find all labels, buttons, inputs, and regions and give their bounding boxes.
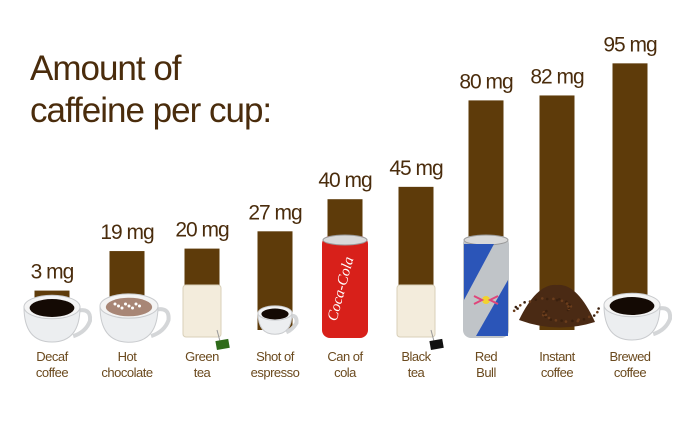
chart-title-line-1: Amount of	[30, 49, 182, 88]
category-label: coffee	[36, 365, 68, 380]
espresso-cup-icon	[257, 305, 299, 335]
bar	[612, 63, 648, 330]
black-tea-bag-icon	[396, 284, 444, 350]
category-label: chocolate	[101, 365, 152, 380]
value-label: 3 mg	[31, 261, 74, 284]
category-label: Hot	[118, 349, 138, 364]
value-label: 95 mg	[603, 33, 657, 56]
category-label: espresso	[251, 365, 300, 380]
category-label: coffee	[614, 365, 646, 380]
cola-can-icon: Coca-Cola	[322, 234, 368, 338]
value-label: 45 mg	[389, 157, 443, 180]
category-label: Can of	[327, 349, 363, 364]
category-label: tea	[194, 365, 212, 380]
category-label: Brewed	[609, 349, 650, 364]
category-label: Decaf	[36, 349, 68, 364]
green-tea-bag-icon	[182, 284, 230, 350]
chart-title-line-2: caffeine per cup:	[30, 91, 271, 130]
value-label: 82 mg	[530, 65, 584, 88]
instant-coffee-grounds-icon	[512, 284, 600, 328]
brewed-coffee-cup-icon	[603, 292, 673, 341]
coffee-cup-icon	[23, 294, 93, 343]
category-label: coffee	[541, 365, 573, 380]
value-label: 27 mg	[248, 201, 302, 224]
hot-chocolate-cup-icon	[99, 293, 171, 343]
value-label: 20 mg	[175, 219, 229, 242]
category-label: Red	[475, 349, 498, 364]
category-label: tea	[408, 365, 426, 380]
category-label: cola	[334, 365, 357, 380]
category-label: Green	[185, 349, 219, 364]
value-label: 80 mg	[459, 70, 513, 93]
category-label: Bull	[476, 365, 496, 380]
red-bull-can-icon	[463, 234, 509, 338]
category-label: Shot of	[256, 349, 295, 364]
category-label: Instant	[539, 349, 575, 364]
category-label: Black	[401, 349, 431, 364]
value-label: 19 mg	[100, 221, 154, 244]
value-label: 40 mg	[318, 169, 372, 192]
